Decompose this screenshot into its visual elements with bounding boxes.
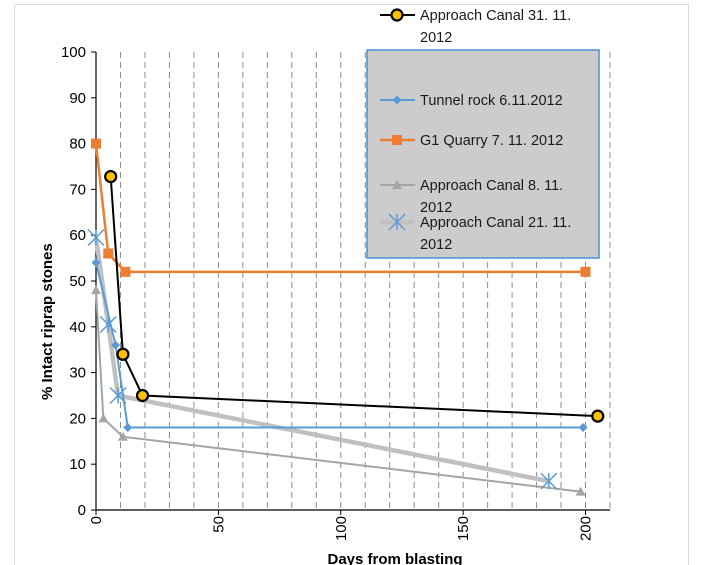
y-tick-label: 30 [69,365,86,382]
series-1 [104,169,605,423]
tick-labels: 0 10 20 30 40 50 60 70 80 90 100 0 50 100 150 200 [61,44,595,541]
data-point [120,266,131,277]
data-point [540,472,558,490]
data-point [91,285,101,295]
y-tick-label: 70 [69,181,86,198]
series-2 [91,258,588,433]
series-4 [91,285,586,496]
data-point [580,266,591,277]
y-tick-label: 90 [69,90,86,107]
legend-item: Tunnel rock 6.11.2012 [380,93,563,109]
data-point [575,486,586,496]
legend-label: 2012 [420,30,452,46]
legend-label: Approach Canal 8. 11. [420,178,563,194]
series-5 [87,228,558,490]
data-point [117,431,128,441]
x-tick-label: 150 [455,516,472,541]
legend-marker [388,213,406,231]
x-axis-title: Days from blasting [327,551,462,565]
legend-item: Approach Canal 8. 11. 2012 [380,178,563,216]
legend-label: 2012 [420,237,452,253]
y-tick-label: 40 [69,319,86,336]
axes [91,51,610,515]
y-tick-label: 80 [69,136,86,153]
legend-marker [392,180,402,189]
legend-marker [392,95,402,105]
data-point [116,347,130,361]
series-line [93,237,550,484]
y-tick-label: 50 [69,273,86,290]
y-tick-label: 0 [78,502,86,519]
x-tick-label: 200 [578,516,595,541]
y-tick-label: 100 [61,44,86,61]
legend-label: 2012 [420,200,452,216]
data-point [87,228,105,247]
data-point [111,340,121,350]
legend-marker [392,135,402,145]
series-line [95,262,584,429]
data-point [135,388,150,403]
legend-label: Tunnel rock 6.11.2012 [420,93,563,109]
y-tick-label: 60 [69,227,86,244]
data-point [591,409,605,423]
data-point [123,423,133,433]
data-point [91,258,101,268]
data-point [98,413,109,423]
legend-marker [390,8,404,22]
data-point [91,138,101,149]
data-point [104,169,118,184]
x-tick-label: 100 [333,516,350,541]
legend-item: Approach Canal 21. 11. 2012 [380,213,571,253]
legend-label: G1 Quarry 7. 11. 2012 [420,133,563,149]
y-axis-title: % Intact riprap stones [39,243,56,400]
series-line [109,176,598,418]
x-tick-label: 0 [88,516,105,524]
y-tick-label: 10 [69,456,86,473]
legend-label: Approach Canal 31. 11. [420,8,571,24]
series-line [95,290,581,493]
y-tick-label: 20 [69,410,86,427]
legend-label: Approach Canal 21. 11. [420,215,571,231]
data-point [99,315,117,334]
series-layer [87,138,605,496]
x-tick-label: 50 [210,516,227,533]
legend-item: G1 Quarry 7. 11. 2012 [380,133,563,149]
data-point [578,423,588,433]
legend: Approach Canal 31. 11. 2012 Tunnel rock 6… [366,8,600,259]
data-point [103,248,114,259]
legend-item: Approach Canal 31. 11. 2012 [380,8,571,46]
